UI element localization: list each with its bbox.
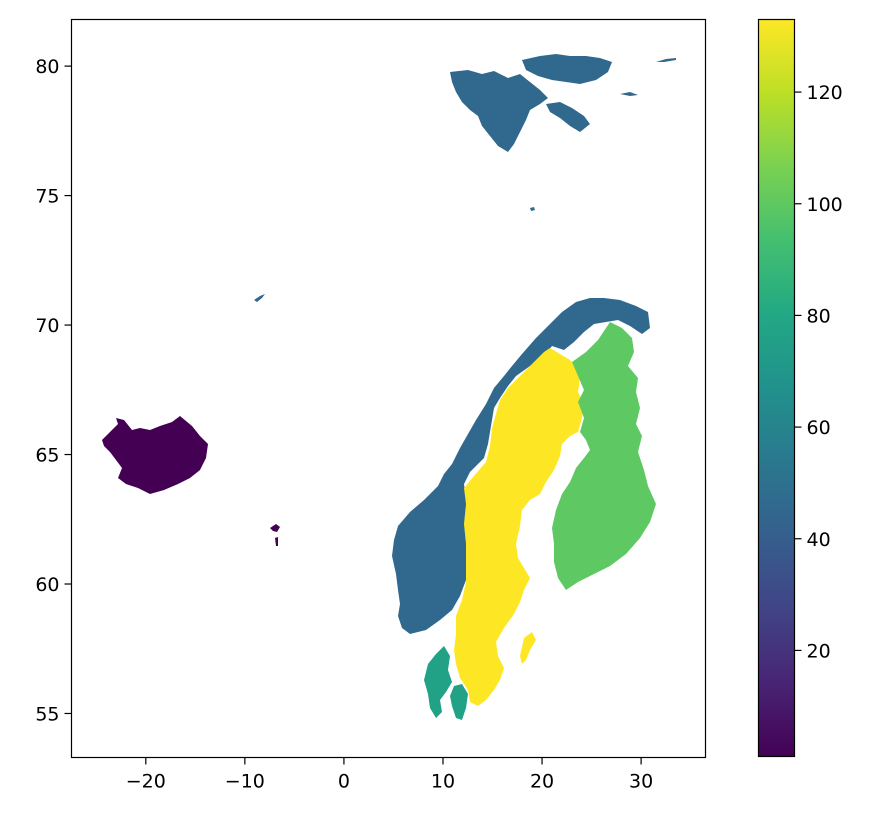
colorbar-tick-label: 100 — [807, 194, 843, 216]
region-bear-island — [530, 207, 535, 211]
region-gotland — [520, 632, 536, 664]
region-svalbard — [450, 70, 548, 152]
region-norway — [392, 298, 650, 634]
colorbar-tick-label: 60 — [807, 417, 831, 439]
colorbar-frame — [757, 18, 796, 758]
region-denmark — [424, 646, 452, 718]
region-svalbard-south — [546, 102, 590, 132]
region-finland — [552, 322, 656, 590]
colorbar-tick-label: 80 — [807, 305, 831, 327]
colorbar — [758, 19, 795, 757]
region-sweden — [454, 348, 584, 706]
x-tick-label: 10 — [431, 771, 455, 793]
y-tick-label: 70 — [35, 315, 59, 337]
x-tick-label: 30 — [629, 771, 653, 793]
x-tick-label: −20 — [126, 771, 166, 793]
y-tick-label: 65 — [35, 445, 59, 467]
x-tick-label: −10 — [225, 771, 265, 793]
region-svalbard-islet — [656, 58, 676, 62]
region-faroe-south — [275, 537, 278, 546]
y-tick-label: 80 — [35, 56, 59, 78]
plot-area-frame — [70, 18, 707, 759]
x-axis: −20 −10 0 10 20 30 — [126, 757, 653, 793]
colorbar-tick-label: 120 — [807, 82, 843, 104]
y-tick-label: 55 — [35, 703, 59, 725]
region-svalbard-east — [522, 54, 612, 84]
x-tick-label: 20 — [530, 771, 554, 793]
x-tick-label: 0 — [338, 771, 350, 793]
y-axis: 55 60 65 70 75 80 — [35, 56, 72, 725]
colorbar-tick-label: 20 — [807, 640, 831, 662]
region-faroe — [270, 524, 280, 532]
colorbar-ticks: 20 40 60 80 100 120 — [794, 82, 843, 662]
colorbar-tick-label: 40 — [807, 529, 831, 551]
map-regions — [102, 54, 676, 720]
y-tick-label: 60 — [35, 574, 59, 596]
region-svalbard-islet — [620, 92, 638, 96]
region-iceland — [102, 416, 208, 494]
region-jan-mayen — [254, 294, 265, 302]
region-zealand — [450, 684, 468, 720]
y-tick-label: 75 — [35, 186, 59, 208]
